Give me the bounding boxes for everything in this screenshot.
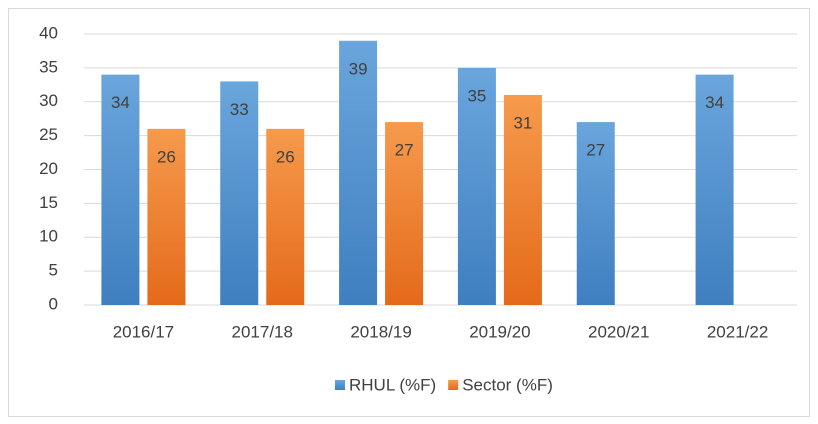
bar xyxy=(457,67,496,305)
data-label: 39 xyxy=(349,59,368,78)
x-tick-label: 2021/22 xyxy=(707,322,768,341)
legend-swatch xyxy=(448,380,459,390)
y-tick-label: 5 xyxy=(49,261,58,280)
data-label: 34 xyxy=(705,93,724,112)
x-tick-label: 2020/21 xyxy=(588,322,649,341)
data-label: 27 xyxy=(395,141,414,160)
data-label: 26 xyxy=(276,147,295,166)
bar xyxy=(266,128,305,305)
bar xyxy=(220,81,259,305)
data-label: 31 xyxy=(513,113,532,132)
y-tick-label: 20 xyxy=(39,159,58,178)
bar xyxy=(147,128,186,305)
bar xyxy=(576,122,615,305)
y-tick-label: 35 xyxy=(39,57,58,76)
data-label: 34 xyxy=(111,93,130,112)
data-label: 35 xyxy=(467,86,486,105)
y-tick-label: 30 xyxy=(39,91,58,110)
y-tick-label: 0 xyxy=(49,294,58,313)
bar xyxy=(503,94,542,305)
legend-label: Sector (%F) xyxy=(462,375,553,394)
data-label: 26 xyxy=(157,147,176,166)
y-tick-label: 25 xyxy=(39,125,58,144)
x-tick-label: 2019/20 xyxy=(469,322,530,341)
legend-swatch xyxy=(335,380,345,390)
x-tick-label: 2016/17 xyxy=(113,322,174,341)
bar xyxy=(385,122,424,305)
bar xyxy=(101,74,140,306)
bar xyxy=(695,74,734,306)
y-tick-label: 10 xyxy=(39,227,58,246)
x-tick-label: 2017/18 xyxy=(232,322,293,341)
data-label: 33 xyxy=(230,100,249,119)
x-tick-label: 2018/19 xyxy=(350,322,411,341)
y-tick-label: 40 xyxy=(39,23,58,42)
legend-label: RHUL (%F) xyxy=(349,375,436,394)
data-label: 27 xyxy=(586,141,605,160)
bar xyxy=(339,40,378,306)
y-tick-label: 15 xyxy=(39,193,58,212)
